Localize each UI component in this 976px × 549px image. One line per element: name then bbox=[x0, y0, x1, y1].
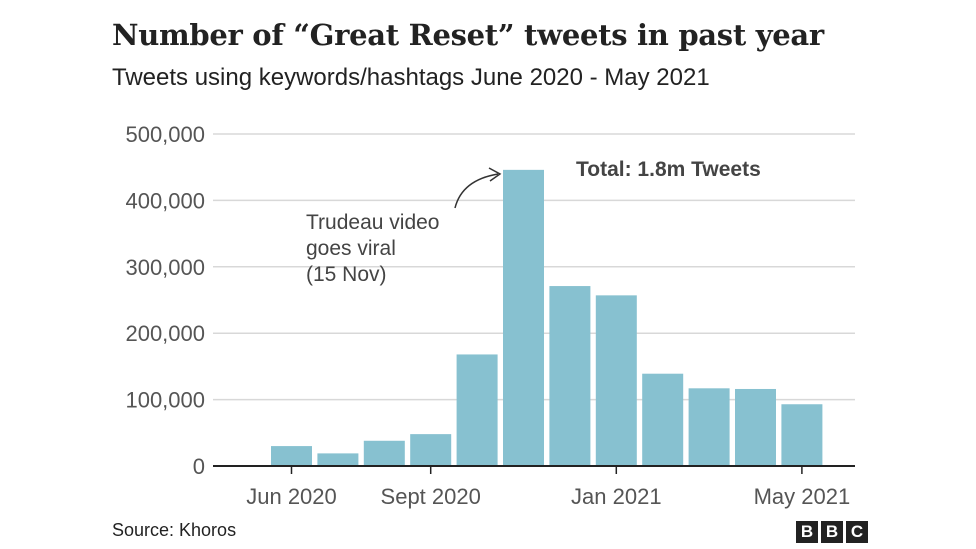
chart-subtitle: Tweets using keywords/hashtags June 2020… bbox=[112, 64, 710, 91]
y-tick-label: 300,000 bbox=[125, 255, 205, 280]
bbc-logo-block: B bbox=[821, 521, 843, 543]
x-tick-label: Jun 2020 bbox=[246, 484, 337, 509]
bar-jul-2020 bbox=[317, 453, 359, 466]
x-tick-label: Jan 2021 bbox=[571, 484, 662, 509]
arrow-head-icon bbox=[488, 167, 502, 182]
bar-jun-2020 bbox=[271, 446, 312, 466]
bar-feb-2021 bbox=[642, 373, 684, 466]
bar-apr-2021 bbox=[735, 388, 776, 466]
source-label: Source: Khoros bbox=[112, 520, 237, 540]
bar-mar-2021 bbox=[688, 388, 730, 466]
y-tick-label: 0 bbox=[193, 454, 205, 479]
annotation-arrow bbox=[454, 173, 499, 209]
event-annotation-line: Trudeau video bbox=[306, 211, 439, 234]
bar-dec-2020 bbox=[549, 286, 591, 466]
bar-sept-2020 bbox=[410, 434, 452, 466]
bar-may-2021 bbox=[781, 404, 823, 466]
event-annotation-line: goes viral bbox=[306, 237, 396, 260]
bar-oct-2020 bbox=[456, 354, 498, 466]
total-annotation: Total: 1.8m Tweets bbox=[576, 158, 761, 181]
y-tick-label: 500,000 bbox=[125, 122, 205, 147]
bar-aug-2020 bbox=[363, 440, 405, 466]
chart-title: Number of “Great Reset” tweets in past y… bbox=[112, 18, 824, 52]
y-tick-label: 400,000 bbox=[125, 188, 205, 213]
y-tick-label: 200,000 bbox=[125, 321, 205, 346]
bar-nov-2020 bbox=[503, 169, 544, 466]
x-tick-label: May 2021 bbox=[754, 484, 851, 509]
event-annotation-line: (15 Nov) bbox=[306, 263, 387, 286]
bbc-logo: B B C bbox=[796, 521, 868, 543]
bbc-logo-block: C bbox=[846, 521, 868, 543]
y-tick-label: 100,000 bbox=[125, 388, 205, 413]
x-tick-label: Sept 2020 bbox=[381, 484, 481, 509]
bar-jan-2021 bbox=[595, 295, 637, 466]
bbc-logo-block: B bbox=[796, 521, 818, 543]
